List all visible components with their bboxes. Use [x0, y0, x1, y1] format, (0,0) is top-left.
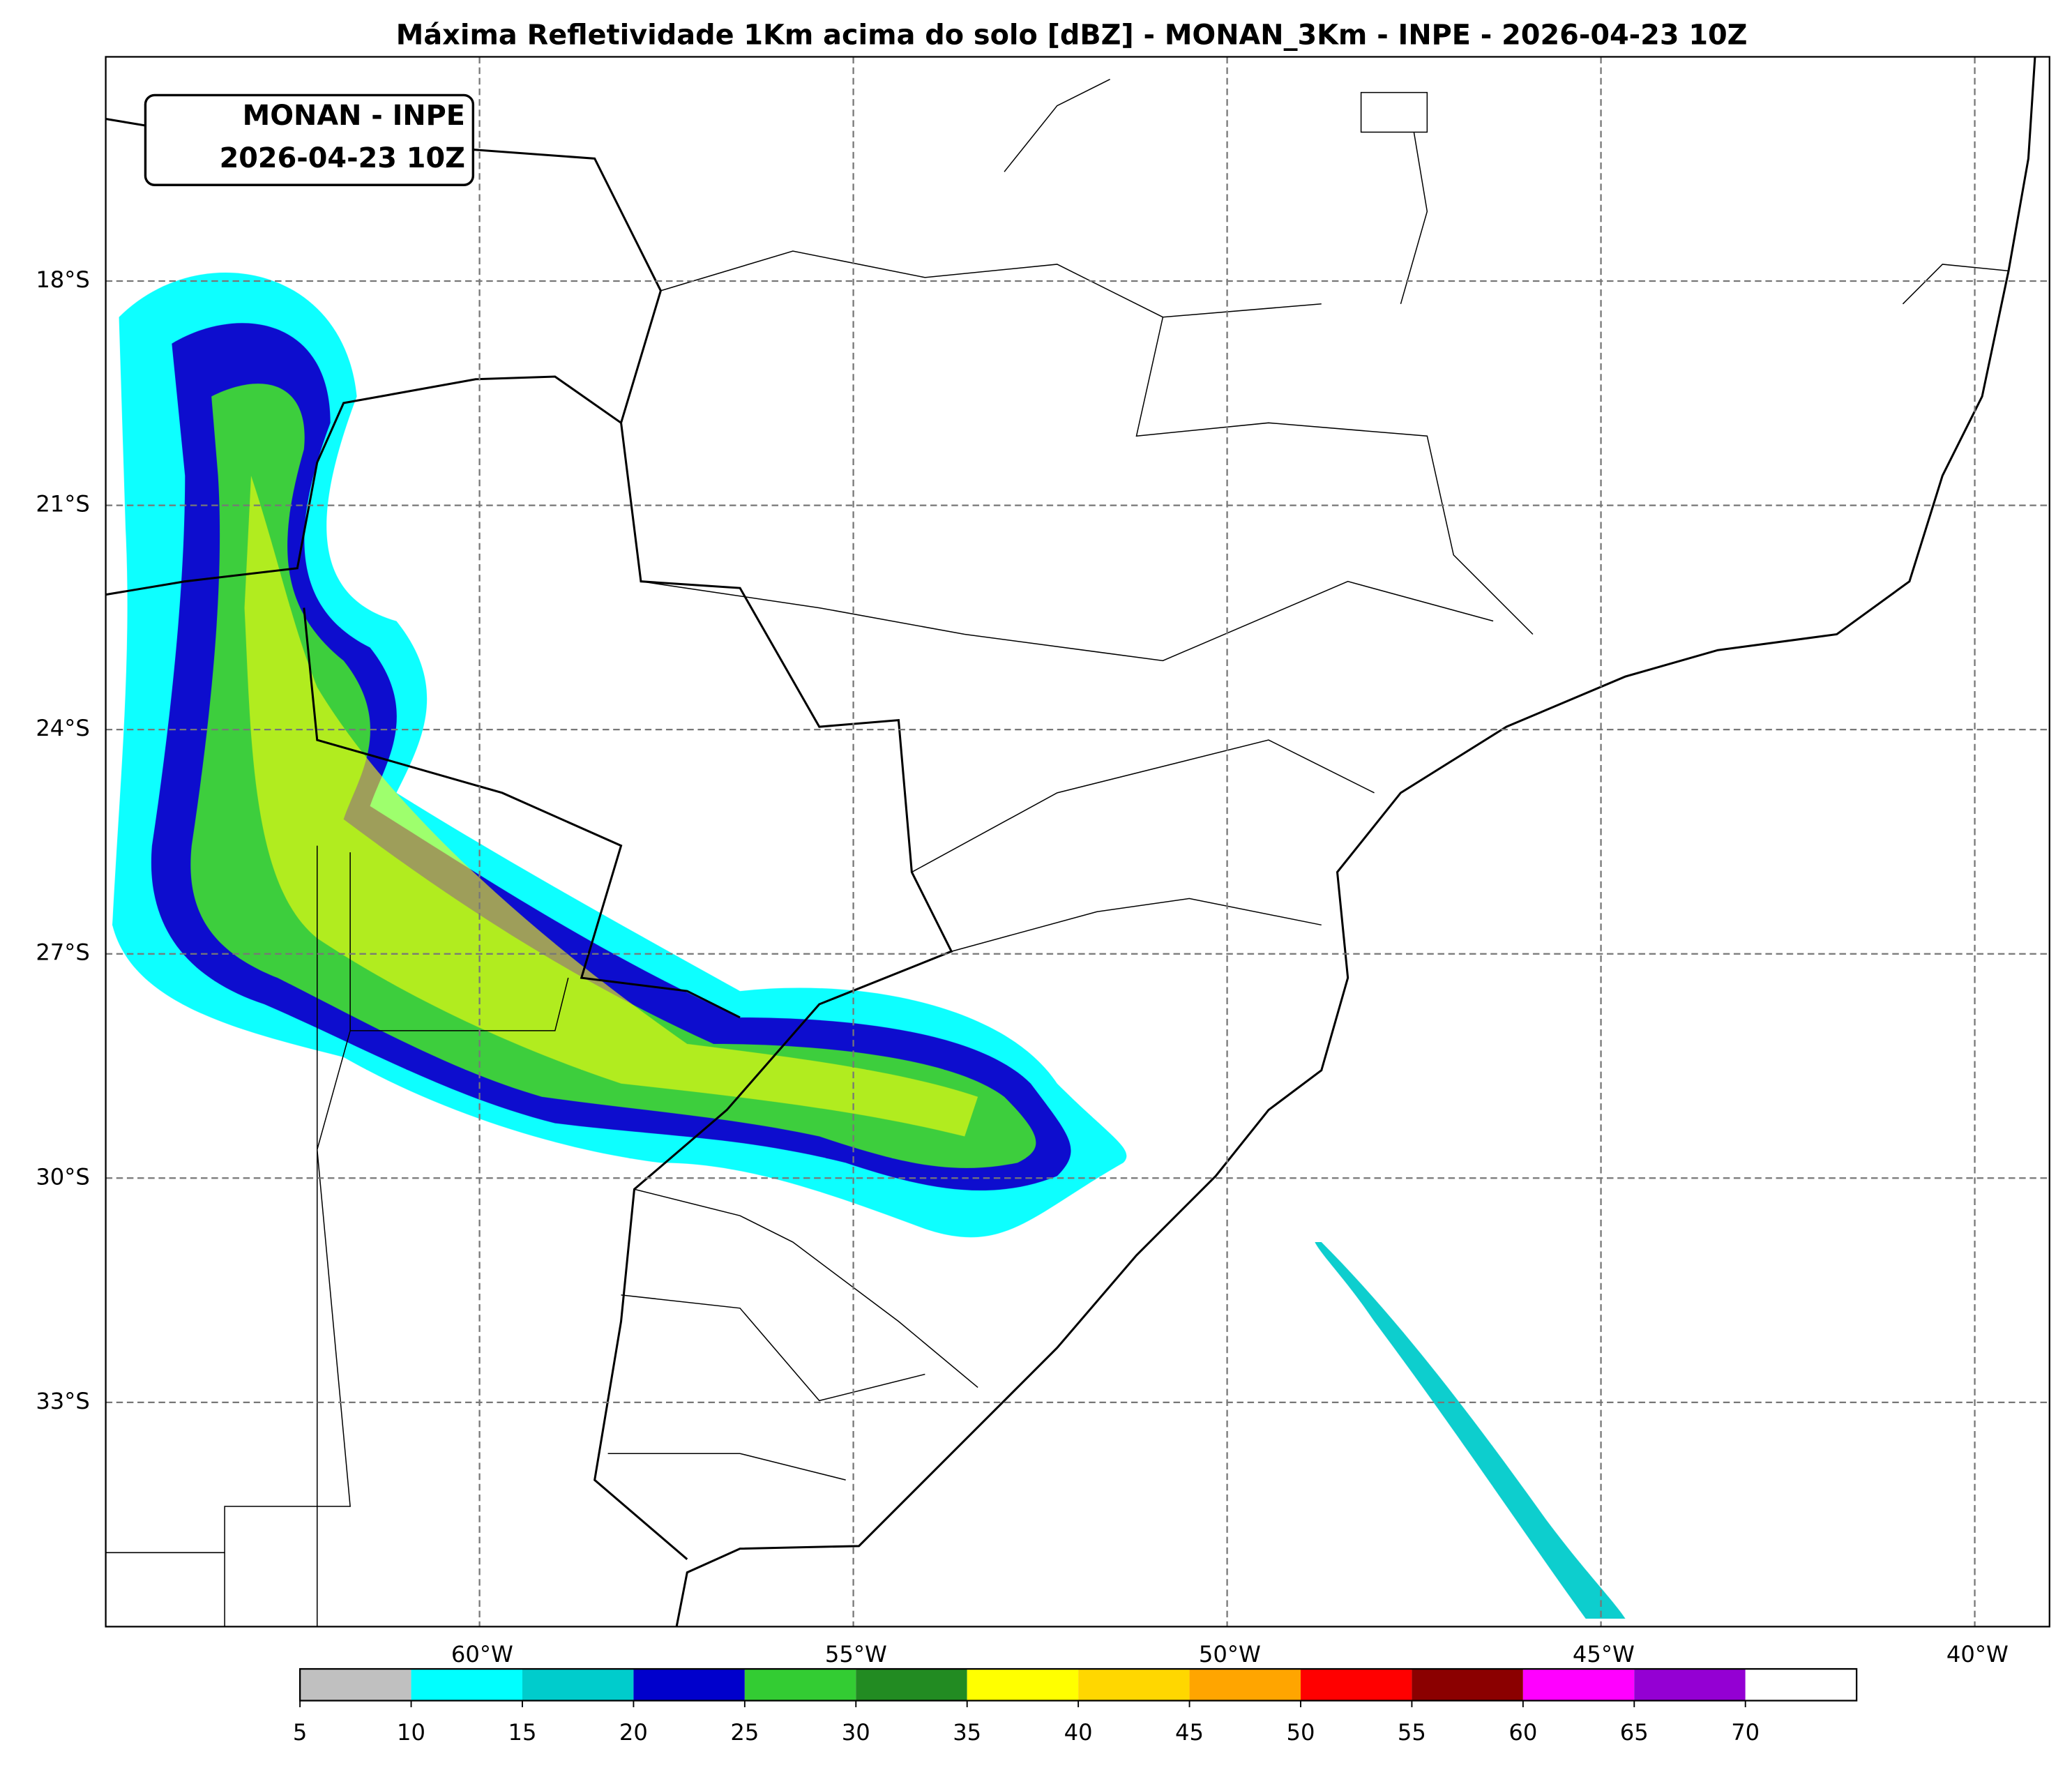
map-frame — [105, 56, 2050, 1628]
lon-label: 50°W — [1199, 1641, 1261, 1667]
colorbar-tick-label: 5 — [293, 1719, 308, 1746]
colorbar-segment — [744, 1669, 856, 1701]
lon-label: 45°W — [1573, 1641, 1635, 1667]
colorbar-tick-label: 40 — [1064, 1719, 1093, 1746]
graticule: 60°W 55°W 50°W 45°W 40°W 18°S 21°S 24°S 27°S 30°S… — [36, 56, 2050, 1667]
colorbar-tick-label: 35 — [953, 1719, 981, 1746]
echo-core — [244, 476, 978, 1137]
colorbar-tick-label: 25 — [730, 1719, 759, 1746]
colorbar-tick-label: 20 — [619, 1719, 648, 1746]
colorbar-tick-label: 50 — [1286, 1719, 1315, 1746]
colorbar-tick-label: 60 — [1508, 1719, 1537, 1746]
lat-label: 18°S — [36, 266, 90, 293]
colorbar-tick-label: 10 — [397, 1719, 425, 1746]
state-border — [105, 79, 2009, 1627]
colorbar-segment — [1745, 1669, 1857, 1701]
colorbar-segment — [300, 1669, 411, 1701]
map — [105, 56, 2036, 1627]
label-box — [144, 93, 475, 186]
colorbar-tick-label: 30 — [842, 1719, 870, 1746]
colorbar-tick-label: 15 — [508, 1719, 536, 1746]
colorbar-tick-label: 45 — [1175, 1719, 1204, 1746]
colorbar-segment — [522, 1669, 634, 1701]
label-line: MONAN - INPE — [243, 100, 465, 132]
colorbar-segment — [1078, 1669, 1190, 1701]
colorbar-tick-label: 55 — [1398, 1719, 1426, 1746]
colorbar-segment — [1634, 1669, 1746, 1701]
title: Máxima Refletividade 1Km acima do solo [… — [396, 20, 1748, 52]
state-border — [1360, 91, 1428, 133]
lat-label: 30°S — [36, 1163, 90, 1190]
national-border — [303, 607, 741, 1019]
lon-label: 60°W — [451, 1641, 513, 1667]
colorbar-tick-label: 65 — [1620, 1719, 1649, 1746]
lat-label: 27°S — [36, 939, 90, 966]
colorbar: 5 10 15 20 25 30 35 40 45 50 55 60 65 70 — [293, 1667, 1858, 1746]
department-border — [607, 1188, 978, 1481]
colorbar-segment — [967, 1669, 1079, 1701]
coastline — [675, 56, 2036, 1627]
national-border — [105, 118, 663, 596]
label-line: 2026-04-23 10Z — [220, 142, 465, 174]
lon-label: 55°W — [825, 1641, 887, 1667]
colorbar-segment — [633, 1669, 745, 1701]
lat-label: 24°S — [36, 715, 90, 741]
reflectivity-field — [112, 272, 1626, 1619]
colorbar-segment — [1189, 1669, 1301, 1701]
lon-label: 40°W — [1946, 1641, 2009, 1667]
colorbar-tick-label: 70 — [1731, 1719, 1760, 1746]
lat-label: 21°S — [36, 491, 90, 517]
echo-band — [1315, 1242, 1626, 1619]
lat-label: 33°S — [36, 1388, 90, 1414]
colorbar-segment — [1412, 1669, 1523, 1701]
colorbar-segment — [1300, 1669, 1412, 1701]
colorbar-segment — [856, 1669, 967, 1701]
colorbar-segment — [1522, 1669, 1635, 1701]
colorbar-segment — [411, 1669, 522, 1701]
